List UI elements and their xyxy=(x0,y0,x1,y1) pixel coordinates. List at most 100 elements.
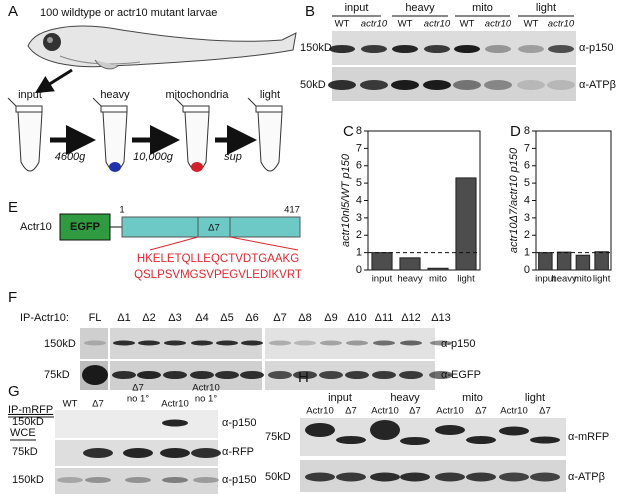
marker-label: 75kD xyxy=(265,431,291,443)
band xyxy=(400,437,430,445)
lane-label: actr10 xyxy=(485,19,512,30)
band xyxy=(360,80,388,90)
band xyxy=(162,419,188,427)
fraction-label: input xyxy=(345,2,369,14)
y-tick-label: 6 xyxy=(356,160,362,172)
band xyxy=(391,80,419,90)
antibody-label: α-p150 xyxy=(579,42,614,54)
spin-label: sup xyxy=(224,151,242,163)
band xyxy=(548,45,574,53)
band xyxy=(190,371,214,379)
band xyxy=(320,340,342,346)
bar xyxy=(575,254,591,271)
y-tick-label: 2 xyxy=(356,229,362,241)
lane-label: WT xyxy=(398,19,413,30)
lane-label: Δ2 xyxy=(142,312,155,324)
band xyxy=(372,371,396,379)
antibody-label: α-RFP xyxy=(222,446,254,458)
blot xyxy=(55,410,218,438)
lane-label: Δ1 xyxy=(117,312,130,324)
antibody-label: α-p150 xyxy=(222,417,257,429)
y-tick-label: 0 xyxy=(524,264,530,276)
band xyxy=(429,371,453,379)
fraction-label: heavy xyxy=(405,2,435,14)
spin-label: 4600g xyxy=(55,151,86,163)
step-label: mitochondria xyxy=(166,89,230,101)
lane-label: Δ11 xyxy=(375,312,394,324)
band xyxy=(294,340,316,346)
marker-label: 150kD xyxy=(12,474,44,486)
band xyxy=(137,371,161,379)
band xyxy=(160,448,190,458)
deletion-label: Δ7 xyxy=(208,223,220,234)
band xyxy=(123,448,153,458)
band xyxy=(430,340,452,346)
band xyxy=(163,371,187,379)
lane-label: Δ7 xyxy=(273,312,286,324)
lane-label: Δ4 xyxy=(195,312,208,324)
band xyxy=(268,371,292,379)
sequence: QSLPSVMGSVPEGVLEDIKVRT xyxy=(134,269,302,281)
band xyxy=(435,425,465,435)
band xyxy=(241,340,263,346)
lane-label: Δ5 xyxy=(220,312,233,324)
band xyxy=(530,436,560,444)
fraction-label: mito xyxy=(472,2,493,14)
band xyxy=(215,371,239,379)
lane-label: WT xyxy=(460,19,475,30)
x-tick-label: light xyxy=(593,274,611,285)
bar xyxy=(538,252,553,271)
y-tick-label: 3 xyxy=(356,212,362,224)
band xyxy=(370,472,400,482)
pellet xyxy=(109,162,121,172)
antibody-label: α-mRFP xyxy=(568,431,609,443)
lane-label: Δ3 xyxy=(168,312,181,324)
band xyxy=(191,340,213,346)
blots xyxy=(55,31,576,494)
band xyxy=(547,80,575,90)
egfp-box xyxy=(59,213,111,241)
band xyxy=(435,472,465,482)
y-tick-label: 5 xyxy=(524,177,530,189)
x-tick-label: heavy xyxy=(551,274,577,285)
tag-label: EGFP xyxy=(70,221,100,233)
x-tick-label: input xyxy=(535,274,556,285)
panel-letter: H xyxy=(298,369,309,386)
band xyxy=(305,472,335,482)
lane-label: Actr10 xyxy=(436,406,463,417)
lane-label: Actr10 xyxy=(161,399,188,410)
step-label: input xyxy=(18,89,42,101)
panel-letter: A xyxy=(8,3,18,20)
band xyxy=(138,340,160,346)
deletion-line xyxy=(229,236,299,251)
panel-letter: C xyxy=(343,123,354,140)
band xyxy=(113,340,135,346)
lane-label: actr10 xyxy=(361,19,388,30)
panel-title: 100 wildtype or actr10 mutant larvae xyxy=(40,7,217,19)
lane-label: actr10 xyxy=(424,19,451,30)
lane-label: Δ7 xyxy=(539,406,551,417)
construct-label: Actr10 xyxy=(20,221,52,233)
band xyxy=(454,45,480,53)
lane-label: Δ7 xyxy=(409,406,421,417)
fraction-label: light xyxy=(525,392,545,404)
antibody-label: α-ATPβ xyxy=(568,471,605,483)
bar xyxy=(371,252,393,271)
y-tick-label: 2 xyxy=(524,229,530,241)
lane-label: Δ6 xyxy=(245,312,258,324)
band xyxy=(216,340,238,346)
band xyxy=(485,45,511,53)
tube xyxy=(257,111,283,172)
lane-label: Δ13 xyxy=(431,312,451,324)
band xyxy=(346,340,368,346)
x-tick-label: mito xyxy=(574,274,592,285)
lane-label: Actr10 xyxy=(500,406,527,417)
band xyxy=(329,45,355,53)
bar xyxy=(399,257,421,271)
sequence: HKELETQLLEQCTVDTGAAKG xyxy=(137,253,299,265)
x-tick-label: light xyxy=(457,274,475,285)
band xyxy=(424,45,450,53)
marker-label: 75kD xyxy=(44,369,70,381)
band xyxy=(499,472,529,482)
lane-label: Δ7 xyxy=(92,399,104,410)
